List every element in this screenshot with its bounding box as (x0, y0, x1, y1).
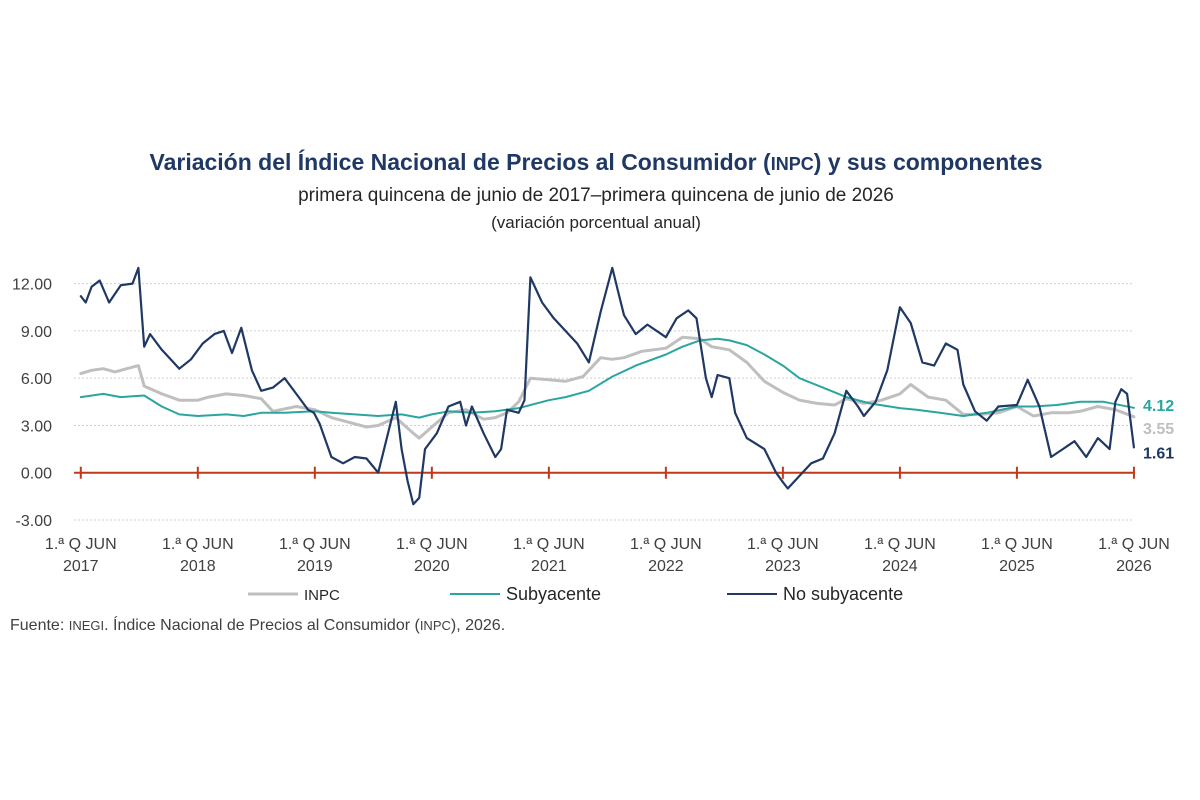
x-tick-label: 2020 (414, 558, 450, 575)
chart-units: (variación porcentual anual) (491, 213, 701, 232)
series-line-no-subyacente (79, 266, 1135, 506)
x-tick-label: 2019 (297, 558, 333, 575)
series-line-inpc (79, 335, 1136, 440)
x-axis-ticks: 1.ª Q JUN 2017 1.ª Q JUN 2018 1.ª Q JUN 2019 1… (45, 466, 1170, 575)
end-label-subyacente: 4.12 (1143, 398, 1174, 415)
x-tick-label: 2025 (999, 558, 1035, 575)
y-tick-label: 0.00 (21, 466, 52, 483)
x-tick-label: 2026 (1116, 558, 1152, 575)
y-tick-label: 6.00 (21, 371, 52, 388)
x-tick-label: 1.ª Q JUN (279, 536, 351, 553)
x-tick-label: 1.ª Q JUN (864, 536, 936, 553)
x-tick-label: 2018 (180, 558, 216, 575)
legend-label-no-subyacente: No subyacente (783, 584, 903, 604)
x-tick-label: 1.ª Q JUN (396, 536, 468, 553)
y-axis-ticks: 12.00 9.00 6.00 3.00 0.00 -3.00 (12, 277, 52, 530)
chart-subtitle: primera quincena de junio de 2017–primer… (298, 185, 894, 206)
gridlines (74, 283, 1133, 521)
x-tick-label: 1.ª Q JUN (1098, 536, 1170, 553)
x-tick-label: 1.ª Q JUN (45, 536, 117, 553)
x-tick-label: 2022 (648, 558, 684, 575)
series-line-subyacente (79, 337, 1135, 419)
source-note: Fuente: INEGI. Índice Nacional de Precio… (10, 615, 505, 634)
y-tick-label: -3.00 (16, 513, 53, 530)
series-lines (79, 266, 1136, 506)
legend: INPC Subyacente No subyacente (248, 584, 903, 604)
end-labels: 3.55 4.12 1.61 (1143, 398, 1174, 463)
legend-label-subyacente: Subyacente (506, 584, 601, 604)
y-tick-label: 3.00 (21, 418, 52, 435)
y-tick-label: 9.00 (21, 324, 52, 341)
end-label-no-subyacente: 1.61 (1143, 445, 1174, 462)
x-tick-label: 1.ª Q JUN (162, 536, 234, 553)
x-tick-label: 1.ª Q JUN (981, 536, 1053, 553)
x-tick-label: 1.ª Q JUN (747, 536, 819, 553)
y-tick-label: 12.00 (12, 277, 52, 294)
x-tick-label: 2023 (765, 558, 801, 575)
x-tick-label: 2024 (882, 558, 918, 575)
end-label-inpc: 3.55 (1143, 421, 1174, 438)
legend-label-inpc: INPC (304, 587, 340, 604)
x-tick-label: 1.ª Q JUN (630, 536, 702, 553)
chart-title: Variación del Índice Nacional de Precios… (150, 148, 1043, 175)
x-tick-label: 2021 (531, 558, 567, 575)
x-tick-label: 2017 (63, 558, 99, 575)
x-tick-label: 1.ª Q JUN (513, 536, 585, 553)
